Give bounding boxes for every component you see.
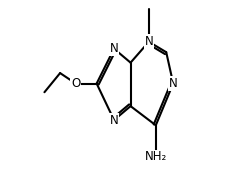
Text: NH₂: NH₂	[145, 150, 167, 163]
Text: N: N	[110, 42, 118, 55]
Text: N: N	[110, 114, 118, 126]
Text: N: N	[169, 77, 178, 90]
Text: O: O	[71, 77, 80, 90]
Text: N: N	[110, 114, 118, 126]
Text: O: O	[71, 77, 80, 90]
Text: NH₂: NH₂	[145, 150, 167, 163]
Text: N: N	[144, 35, 153, 48]
Text: N: N	[169, 77, 178, 90]
Text: N: N	[110, 42, 118, 55]
Text: N: N	[144, 35, 153, 48]
